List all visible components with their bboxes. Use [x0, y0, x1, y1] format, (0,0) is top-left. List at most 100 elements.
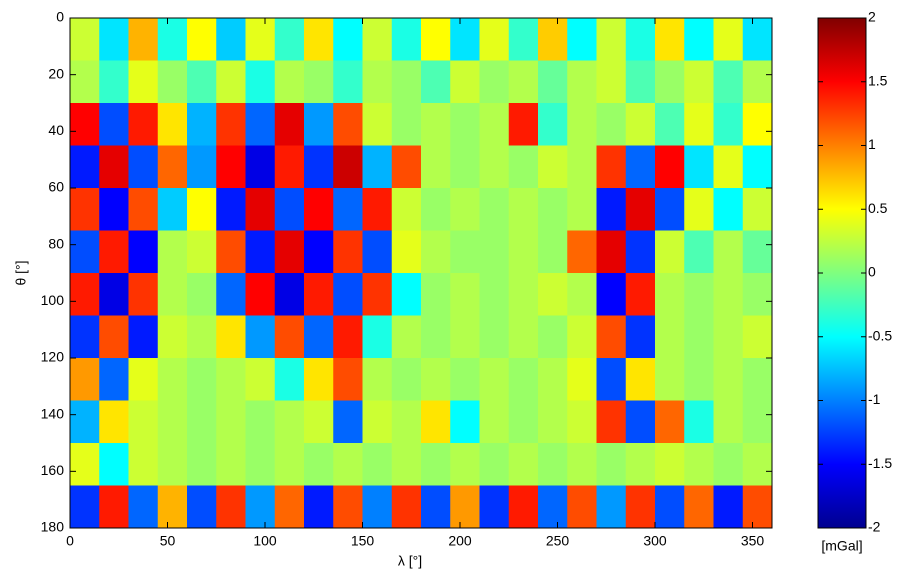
- heatmap-cell: [158, 443, 188, 486]
- heatmap-cell: [99, 231, 129, 274]
- heatmap-cell: [421, 486, 451, 529]
- heatmap-cell: [597, 443, 627, 486]
- heatmap-cell: [275, 401, 305, 444]
- x-tick-label: 50: [160, 533, 176, 549]
- heatmap-cell: [743, 18, 773, 61]
- heatmap-cell: [275, 61, 305, 104]
- heatmap-cell: [99, 401, 129, 444]
- heatmap-cell: [246, 358, 276, 401]
- heatmap-cell: [538, 358, 568, 401]
- heatmap-cell: [216, 358, 246, 401]
- heatmap-cell: [684, 188, 714, 231]
- heatmap-cell: [480, 146, 510, 189]
- heatmap-cell: [392, 316, 422, 359]
- heatmap-cell: [597, 273, 627, 316]
- heatmap-cell: [187, 273, 217, 316]
- heatmap-cell: [509, 188, 539, 231]
- heatmap-cell: [392, 61, 422, 104]
- heatmap-cell: [129, 401, 159, 444]
- heatmap-cell: [567, 18, 597, 61]
- heatmap-cell: [158, 188, 188, 231]
- heatmap-cell: [216, 316, 246, 359]
- heatmap-cell: [684, 103, 714, 146]
- heatmap-cell: [567, 61, 597, 104]
- y-tick-label: 60: [48, 179, 64, 195]
- heatmap-cell: [538, 61, 568, 104]
- heatmap-cell: [509, 486, 539, 529]
- heatmap-cell: [246, 146, 276, 189]
- heatmap-cell: [392, 146, 422, 189]
- heatmap-cell: [216, 443, 246, 486]
- heatmap-cell: [509, 61, 539, 104]
- heatmap-cell: [216, 61, 246, 104]
- colorbar-label: [mGal]: [821, 538, 862, 554]
- heatmap-cell: [684, 486, 714, 529]
- heatmap-cell: [392, 103, 422, 146]
- heatmap-cell: [450, 103, 480, 146]
- heatmap-cell: [480, 358, 510, 401]
- heatmap-cell: [246, 273, 276, 316]
- heatmap-cell: [158, 61, 188, 104]
- heatmap-cell: [129, 61, 159, 104]
- heatmap-cell: [509, 358, 539, 401]
- heatmap-cell: [158, 273, 188, 316]
- heatmap-cell: [480, 61, 510, 104]
- heatmap-cell: [567, 316, 597, 359]
- heatmap-cell: [743, 61, 773, 104]
- y-tick-label: 140: [41, 405, 65, 421]
- heatmap-cell: [480, 443, 510, 486]
- y-tick-label: 80: [48, 235, 64, 251]
- heatmap-cell: [567, 103, 597, 146]
- heatmap-cell: [626, 103, 656, 146]
- colorbar-tick-label: -1: [868, 391, 881, 407]
- heatmap-cell: [567, 231, 597, 274]
- heatmap-cell: [99, 18, 129, 61]
- heatmap-cell: [246, 316, 276, 359]
- heatmap-cell: [714, 188, 744, 231]
- heatmap-cell: [714, 103, 744, 146]
- heatmap-cell: [333, 146, 363, 189]
- heatmap-cell: [450, 486, 480, 529]
- heatmap-cell: [538, 103, 568, 146]
- heatmap-cell: [363, 188, 393, 231]
- chart: λ [°] θ [°] [mGal] 050100150200250300350…: [0, 0, 911, 571]
- heatmap-cell: [187, 188, 217, 231]
- heatmap-cell: [480, 486, 510, 529]
- colorbar-tick-label: 0: [868, 264, 876, 280]
- x-tick-label: 200: [448, 533, 472, 549]
- heatmap-cell: [275, 146, 305, 189]
- heatmap-cell: [158, 146, 188, 189]
- x-tick-label: 300: [643, 533, 667, 549]
- heatmap-cell: [714, 358, 744, 401]
- heatmap-cell: [450, 188, 480, 231]
- heatmap-cell: [392, 358, 422, 401]
- heatmap-cell: [450, 316, 480, 359]
- heatmap-cell: [567, 146, 597, 189]
- heatmap-cell: [70, 146, 100, 189]
- heatmap-cell: [421, 18, 451, 61]
- heatmap-cell: [246, 486, 276, 529]
- heatmap-cell: [567, 443, 597, 486]
- heatmap-cell: [626, 273, 656, 316]
- heatmap-cell: [363, 358, 393, 401]
- heatmap-cell: [304, 18, 334, 61]
- heatmap-cell: [597, 18, 627, 61]
- heatmap-cell: [70, 103, 100, 146]
- heatmap-cell: [450, 273, 480, 316]
- heatmap-cell: [363, 401, 393, 444]
- heatmap-cell: [70, 443, 100, 486]
- heatmap-cell: [187, 231, 217, 274]
- x-tick-label: 250: [546, 533, 570, 549]
- heatmap-cell: [538, 401, 568, 444]
- heatmap-cell: [187, 358, 217, 401]
- heatmap-cell: [99, 146, 129, 189]
- heatmap-cell: [333, 231, 363, 274]
- heatmap-cell: [304, 188, 334, 231]
- heatmap-cell: [129, 18, 159, 61]
- heatmap-cell: [684, 61, 714, 104]
- heatmap-cell: [187, 18, 217, 61]
- heatmap-cell: [275, 486, 305, 529]
- heatmap-cell: [743, 231, 773, 274]
- heatmap-cell: [626, 61, 656, 104]
- heatmap-cell: [333, 401, 363, 444]
